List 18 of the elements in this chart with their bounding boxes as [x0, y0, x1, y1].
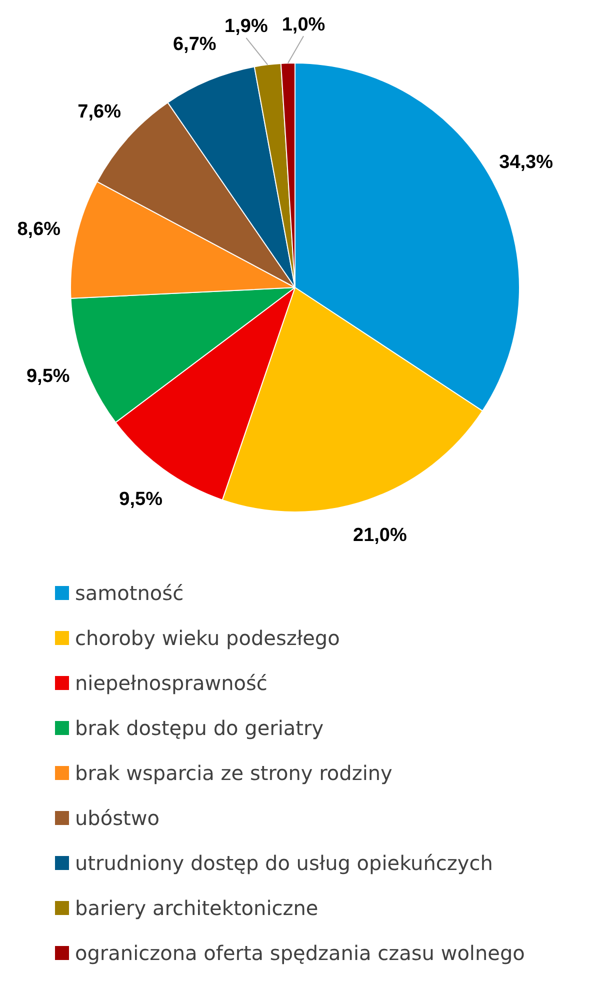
- legend-label: bariery architektoniczne: [75, 896, 318, 920]
- data-label: 1,0%: [282, 14, 326, 36]
- data-label: 7,6%: [78, 102, 122, 123]
- data-label: 34,3%: [499, 152, 554, 174]
- data-label: 8,6%: [17, 219, 61, 240]
- legend-label: ograniczona oferta spędzania czasu wolnego: [75, 940, 525, 964]
- data-label: 9,5%: [26, 366, 70, 387]
- data-label: 21,0%: [353, 525, 407, 546]
- legend-label: samotność: [75, 580, 184, 604]
- data-label: 9,5%: [119, 489, 163, 510]
- data-label: 1,9%: [224, 16, 268, 38]
- legend-label: brak wsparcia ze strony rodziny: [75, 760, 392, 784]
- legend-label: brak dostępu do geriatry: [75, 716, 324, 740]
- data-label: 6,7%: [172, 34, 216, 56]
- legend-label: utrudniony dostęp do usług opiekuńczych: [75, 850, 493, 874]
- legend-label: choroby wieku podeszłego: [75, 626, 340, 650]
- legend-label: ubóstwo: [75, 806, 160, 830]
- legend-label: niepełnosprawność: [75, 670, 268, 694]
